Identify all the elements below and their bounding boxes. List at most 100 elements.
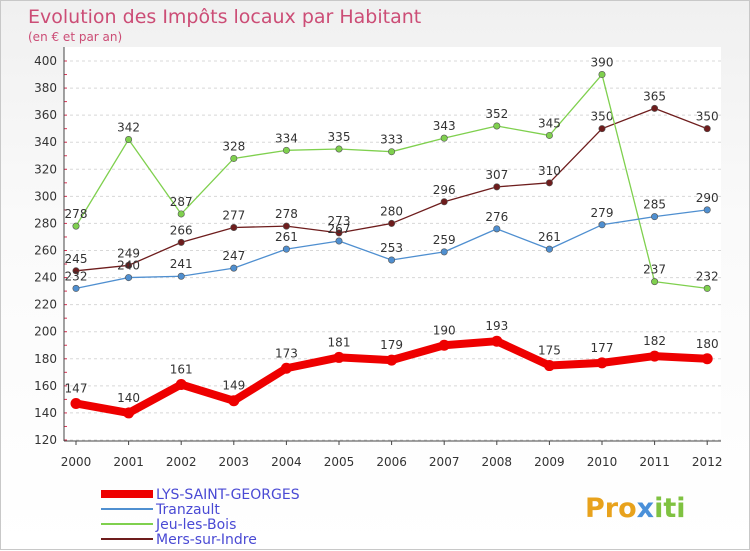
- data-label: 390: [591, 56, 614, 70]
- legend-label: Jeu-les-Bois: [155, 517, 236, 533]
- data-label: 232: [65, 269, 88, 283]
- data-label: 267: [328, 222, 351, 236]
- data-label: 253: [380, 241, 403, 255]
- x-tick-label: 2009: [534, 455, 565, 469]
- data-label: 181: [328, 335, 351, 349]
- data-point: [703, 125, 711, 133]
- x-tick-label: 2007: [429, 455, 460, 469]
- data-label: 307: [485, 168, 508, 182]
- plot-area: 120 140 160 180 200 220 240 260 280 300 320 340 360 3…: [34, 47, 722, 469]
- data-point: [230, 264, 238, 272]
- data-point: [333, 351, 345, 363]
- data-point: [543, 360, 555, 372]
- data-point: [282, 222, 290, 230]
- x-tick-label: 2008: [482, 455, 513, 469]
- data-point: [596, 357, 608, 369]
- y-tick-label: 280: [34, 216, 57, 230]
- data-point: [545, 131, 553, 139]
- data-point: [335, 237, 343, 245]
- data-point: [177, 272, 185, 280]
- data-point: [228, 395, 240, 407]
- legend-label: LYS-SAINT-GEORGES: [156, 487, 300, 503]
- data-point: [440, 248, 448, 256]
- data-label: 190: [433, 323, 456, 337]
- data-point: [123, 407, 135, 419]
- data-label: 276: [485, 210, 508, 224]
- x-tick-label: 2001: [113, 455, 144, 469]
- data-label: 350: [591, 110, 614, 124]
- data-label: 149: [222, 379, 245, 393]
- data-point: [282, 245, 290, 253]
- data-point: [701, 353, 713, 365]
- x-tick-label: 2005: [324, 455, 355, 469]
- x-tick-label: 2004: [271, 455, 302, 469]
- data-label: 175: [538, 344, 561, 358]
- data-label: 232: [696, 269, 719, 283]
- data-label: 237: [643, 263, 666, 277]
- data-point: [177, 238, 185, 246]
- data-label: 279: [591, 206, 614, 220]
- data-label: 334: [275, 131, 298, 145]
- data-point: [282, 146, 290, 154]
- data-point: [386, 354, 398, 366]
- data-label: 310: [538, 164, 561, 178]
- chart-title: Evolution des Impôts locaux par Habitant: [28, 6, 421, 28]
- x-tick-label: 2003: [219, 455, 250, 469]
- data-label: 266: [170, 223, 193, 237]
- data-label: 177: [591, 341, 614, 355]
- data-point: [598, 71, 606, 79]
- data-point: [125, 136, 133, 144]
- data-point: [70, 397, 82, 409]
- data-point: [72, 222, 80, 230]
- y-tick-label: 240: [34, 271, 57, 285]
- data-point: [440, 198, 448, 206]
- data-point: [388, 219, 396, 227]
- data-label: 343: [433, 119, 456, 133]
- data-point: [72, 284, 80, 292]
- data-point: [545, 179, 553, 187]
- data-point: [598, 125, 606, 133]
- data-label: 259: [433, 233, 456, 247]
- data-point: [493, 183, 501, 191]
- data-point: [335, 229, 343, 237]
- y-tick-label: 400: [34, 54, 57, 68]
- data-point: [230, 223, 238, 231]
- data-point: [598, 221, 606, 229]
- data-point: [440, 134, 448, 142]
- data-point: [335, 145, 343, 153]
- data-label: 180: [696, 337, 719, 351]
- data-label: 333: [380, 133, 403, 147]
- legend-label: Tranzault: [155, 502, 220, 518]
- data-point: [388, 256, 396, 264]
- data-label: 278: [65, 207, 88, 221]
- data-label: 161: [170, 363, 193, 377]
- data-label: 173: [275, 346, 298, 360]
- data-point: [388, 148, 396, 156]
- y-tick-label: 200: [34, 325, 57, 339]
- data-label: 241: [170, 257, 193, 271]
- y-tick-label: 160: [34, 379, 57, 393]
- data-label: 285: [643, 198, 666, 212]
- data-label: 240: [117, 259, 140, 273]
- y-tick-label: 180: [34, 352, 57, 366]
- y-tick-label: 300: [34, 189, 57, 203]
- y-tick-label: 340: [34, 135, 57, 149]
- data-label: 350: [696, 110, 719, 124]
- x-tick-label: 2012: [692, 455, 723, 469]
- x-tick-label: 2011: [639, 455, 670, 469]
- y-tick-label: 380: [34, 81, 57, 95]
- data-label: 280: [380, 204, 403, 218]
- data-label: 245: [65, 252, 88, 266]
- data-label: 182: [643, 334, 666, 348]
- data-label: 287: [170, 195, 193, 209]
- data-label: 273: [328, 214, 351, 228]
- data-label: 261: [538, 230, 561, 244]
- data-point: [651, 104, 659, 112]
- legend: LYS-SAINT-GEORGESTranzaultJeu-les-BoisMe…: [101, 487, 300, 548]
- data-label: 147: [65, 381, 88, 395]
- data-point: [703, 284, 711, 292]
- chart-subtitle: (en € et par an): [28, 30, 122, 44]
- data-label: 290: [696, 191, 719, 205]
